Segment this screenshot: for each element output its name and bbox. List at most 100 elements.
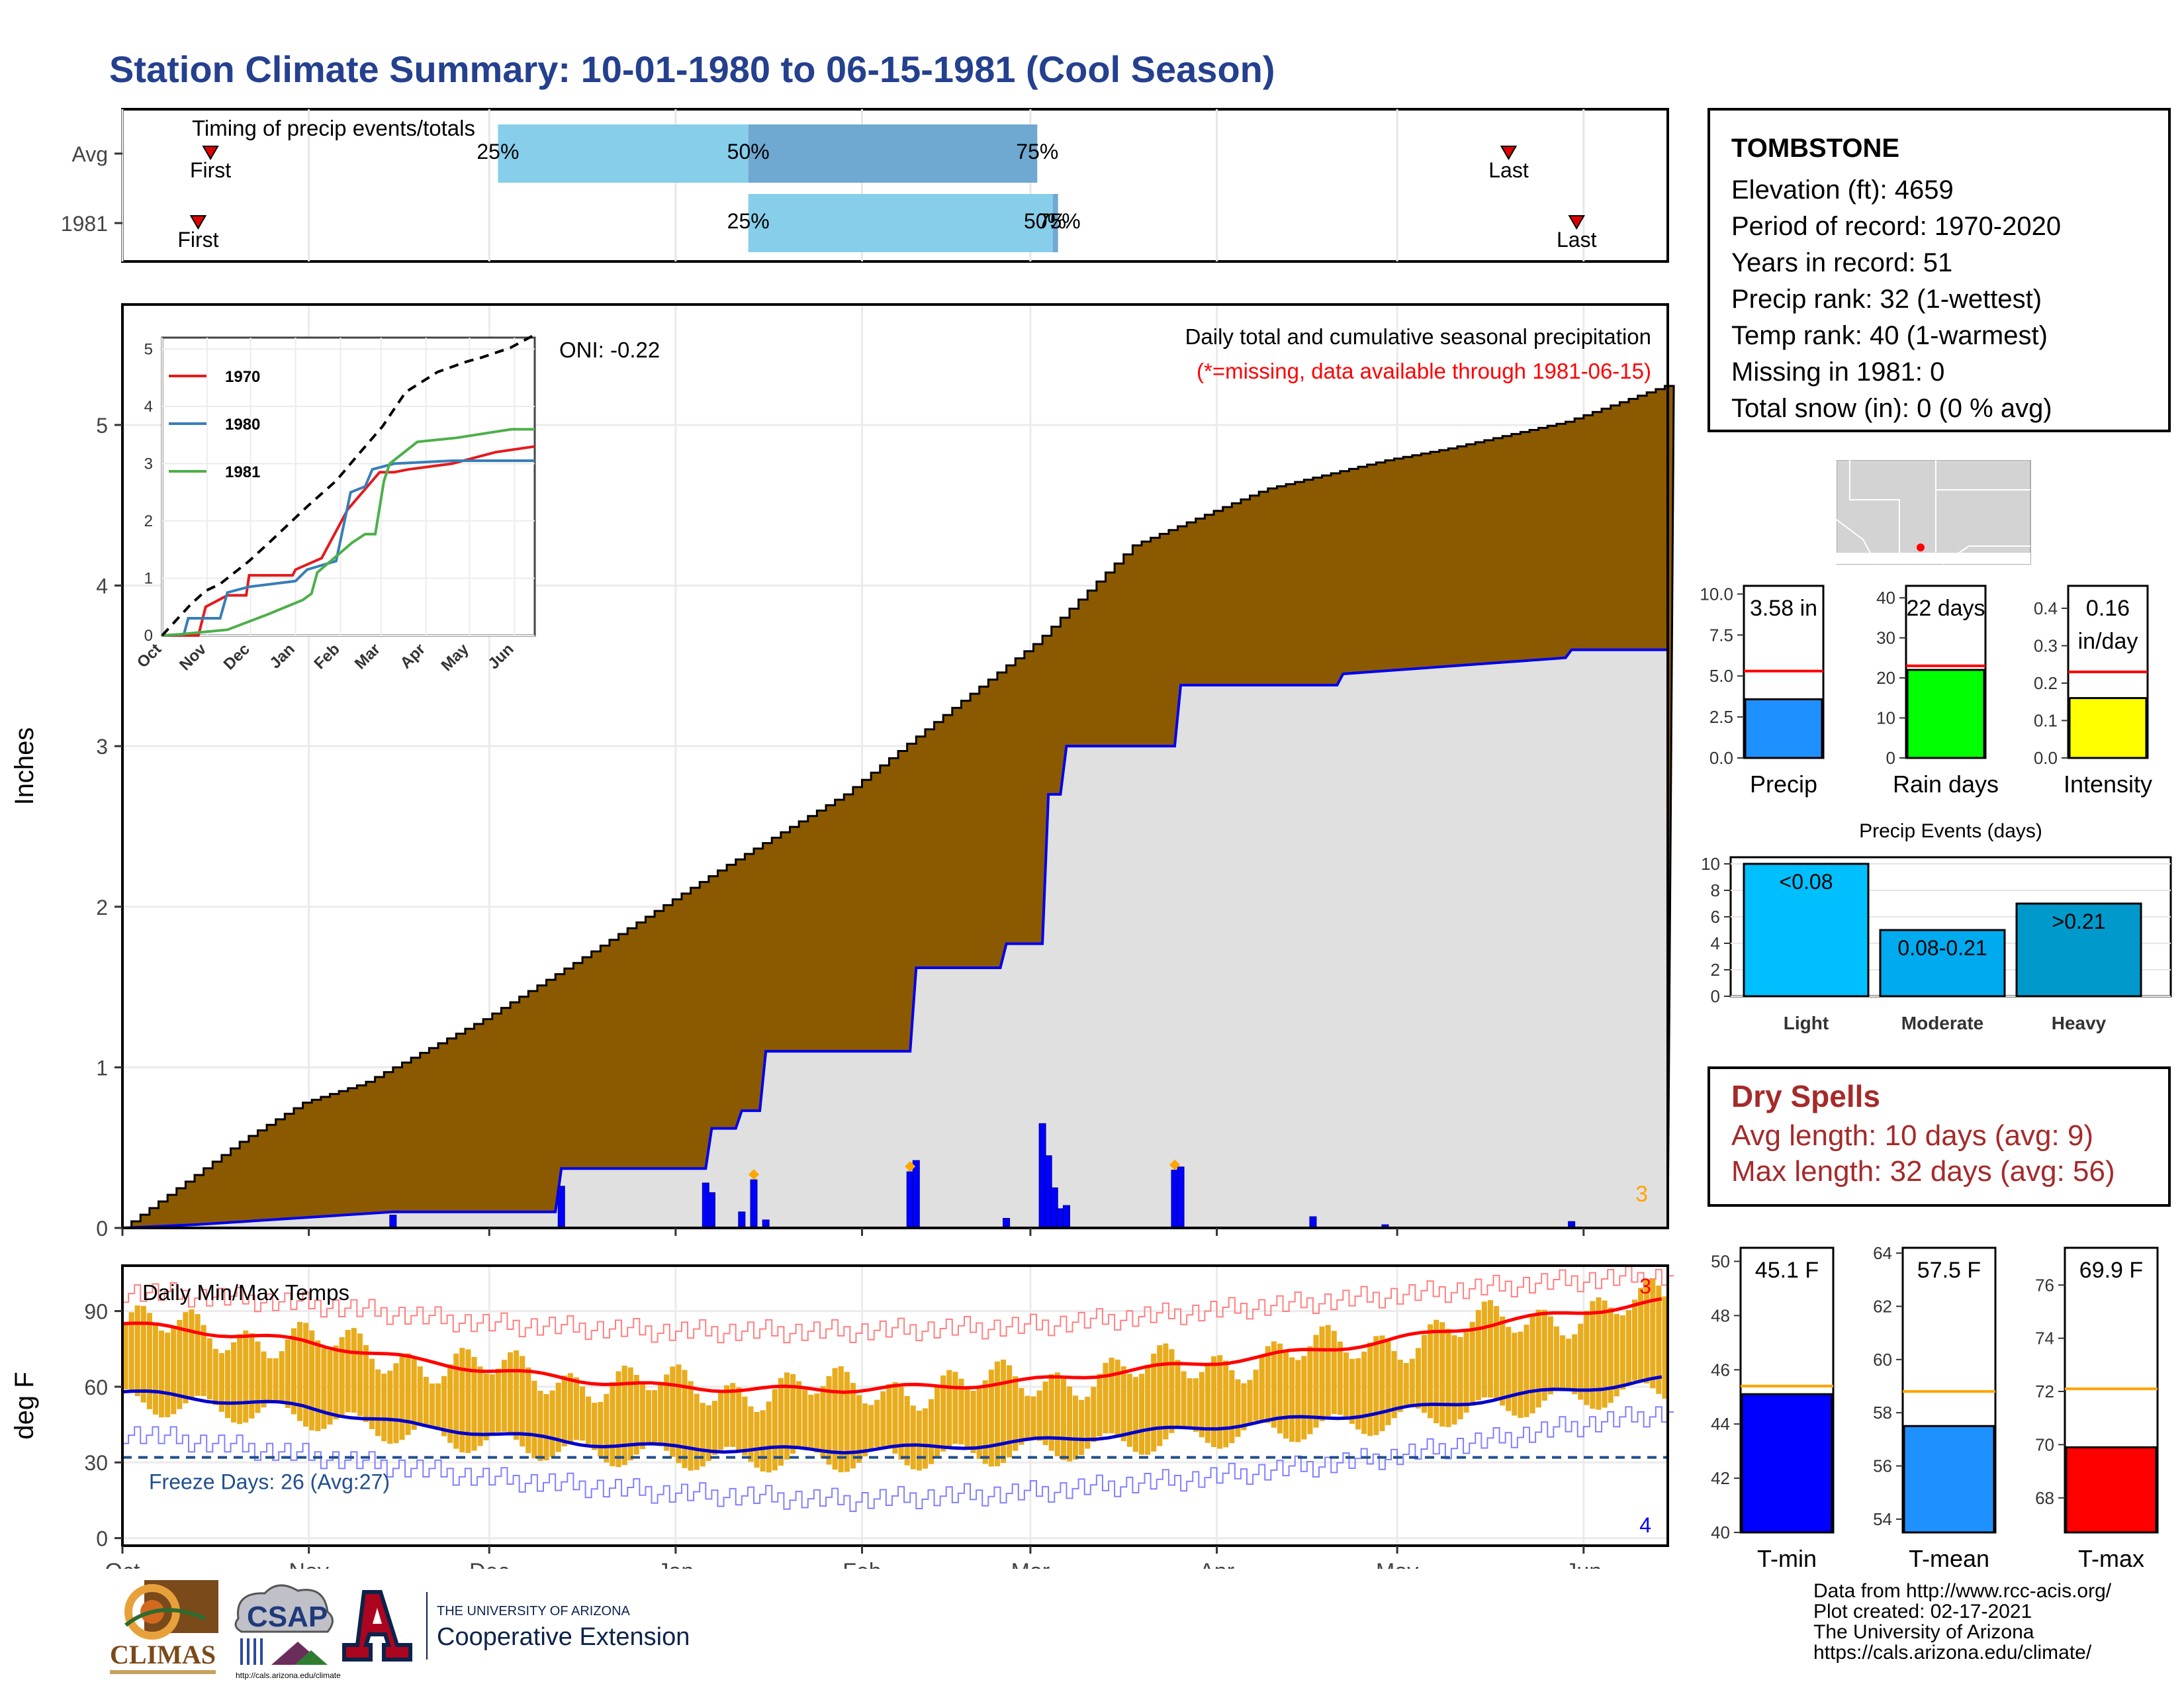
daily-precip-bar <box>1038 1123 1046 1229</box>
daily-temp-bar <box>152 1323 159 1415</box>
daily-temp-bar <box>724 1385 730 1447</box>
daily-temp-bar <box>212 1348 218 1405</box>
daily-temp-bar <box>1349 1358 1355 1424</box>
daily-temp-bar <box>1650 1279 1656 1389</box>
inset-ytick-label: 1 <box>144 569 153 587</box>
daily-temp-bar <box>537 1390 543 1461</box>
daily-precip-bar <box>1062 1205 1070 1229</box>
main-ylabel: Inches <box>10 727 39 806</box>
daily-temp-bar <box>483 1373 489 1440</box>
temp-ylabel: deg F <box>10 1372 39 1439</box>
record-low-line <box>122 1406 1674 1513</box>
inset-ytick-label: 4 <box>144 398 153 416</box>
csap-text: CSAP <box>247 1601 328 1633</box>
timing-bar-q2 <box>748 124 1038 183</box>
daily-temp-bar <box>1578 1323 1584 1400</box>
temp-xtick-label: Jan <box>657 1559 694 1569</box>
station-info-line: Total snow (in): 0 (0 % avg) <box>1731 394 2052 423</box>
daily-temp-bar <box>465 1349 471 1454</box>
small-ytick-label: 0.2 <box>2034 673 2058 693</box>
precip-events-ytick-label: 2 <box>1711 960 1720 980</box>
temp-xtick-label: Dec <box>469 1559 509 1569</box>
daily-temp-bar <box>639 1383 645 1450</box>
daily-temp-bar <box>453 1353 459 1449</box>
temp-ytick-label: 30 <box>84 1451 108 1475</box>
ua-top-text: THE UNIVERSITY OF ARIZONA <box>437 1604 631 1618</box>
station-info-box: TOMBSTONE Elevation (ft): 4659 Period of… <box>1707 108 2171 432</box>
daily-temp-bar <box>1614 1313 1619 1397</box>
main-frame <box>121 303 1669 1229</box>
daily-temp-bar <box>598 1401 604 1457</box>
small-ytick-label: 40 <box>1876 588 1895 608</box>
daily-temp-bar <box>748 1406 754 1462</box>
daily-temp-bar <box>567 1373 573 1442</box>
credits: Data from http://www.rcc-acis.org/ Plot … <box>1813 1581 2111 1663</box>
daily-temp-bar <box>1247 1380 1253 1425</box>
daily-temp-bar <box>1590 1301 1596 1409</box>
daily-precip-bar <box>1044 1155 1052 1229</box>
daily-temp-bar <box>754 1412 760 1468</box>
daily-precip-bar <box>1050 1187 1058 1229</box>
logos: CLIMAS CSAP http://cals.arizona.edu/clim… <box>110 1580 690 1680</box>
daily-temp-bar <box>369 1358 375 1429</box>
daily-temp-bar <box>994 1361 1000 1467</box>
main-ytick-label: 3 <box>96 735 108 759</box>
small-ytick-label: 44 <box>1711 1414 1730 1434</box>
daily-temp-bar <box>387 1370 393 1444</box>
inset-legend-label: 1980 <box>225 416 260 434</box>
daily-temp-bar <box>880 1391 886 1447</box>
daily-temp-bar <box>621 1366 627 1466</box>
daily-temp-bar <box>1007 1365 1013 1458</box>
daily-temp-bar <box>1265 1346 1271 1423</box>
daily-temp-bar <box>1000 1359 1007 1464</box>
daily-temp-bar <box>237 1334 243 1425</box>
timing-bar-q1 <box>748 194 1045 252</box>
daily-temp-bar <box>363 1344 369 1423</box>
small-ytick-label: 0.4 <box>2034 598 2058 618</box>
missing-marker <box>905 1161 916 1172</box>
daily-temp-bar <box>273 1358 279 1402</box>
small-value-label: 0.16 <box>2086 596 2130 621</box>
daily-precip-bar <box>1003 1217 1011 1229</box>
small-ytick-label: 0.0 <box>1709 748 1733 768</box>
daily-temp-bar <box>1241 1383 1247 1430</box>
ua-bottom-text: Cooperative Extension <box>437 1623 690 1651</box>
daily-temp-bar <box>615 1371 621 1468</box>
small-value-bar <box>1741 1393 1833 1534</box>
daily-temp-bar <box>772 1389 778 1471</box>
daily-temp-bar <box>1409 1358 1415 1407</box>
daily-temp-bar <box>1487 1300 1494 1398</box>
daily-temp-bar <box>664 1374 670 1451</box>
small-ytick-label: 10.0 <box>1700 584 1733 604</box>
main-ytick-label: 2 <box>96 896 108 919</box>
inset-legend-label: 1981 <box>225 463 260 481</box>
daily-temp-bar <box>730 1383 736 1447</box>
csap-url: http://cals.arizona.edu/climate <box>236 1671 341 1680</box>
daily-temp-bar <box>573 1377 580 1440</box>
small-ytick-label: 74 <box>2035 1329 2054 1348</box>
missing-marker <box>748 1169 759 1180</box>
daily-temp-bar <box>832 1368 838 1470</box>
daily-temp-bar <box>189 1309 195 1399</box>
daily-temp-bar <box>303 1323 309 1427</box>
precip-events-category: Heavy <box>2052 1013 2107 1033</box>
daily-temp-bar <box>1547 1316 1553 1395</box>
daily-temp-bar <box>351 1328 357 1413</box>
daily-temp-bar <box>1355 1358 1361 1430</box>
daily-temp-bar <box>1036 1390 1042 1441</box>
daily-temp-bar <box>291 1328 296 1415</box>
station-name: TOMBSTONE <box>1731 134 1900 163</box>
daily-temp-bar <box>1024 1395 1030 1441</box>
daily-temp-bar <box>627 1367 633 1461</box>
daily-temp-bar <box>1235 1379 1241 1437</box>
daily-precip-bar <box>906 1171 914 1229</box>
daily-temp-bar <box>165 1333 171 1417</box>
daily-temp-bar <box>1259 1356 1265 1421</box>
daily-temp-bar <box>549 1390 555 1458</box>
small-ytick-label: 76 <box>2035 1275 2054 1295</box>
daily-temp-bar <box>898 1386 904 1460</box>
small-value-label: 22 days <box>1906 596 1985 621</box>
daily-temp-bar <box>1631 1299 1638 1381</box>
inset-ytick-label: 0 <box>144 627 153 645</box>
daily-temp-bar <box>255 1341 261 1413</box>
